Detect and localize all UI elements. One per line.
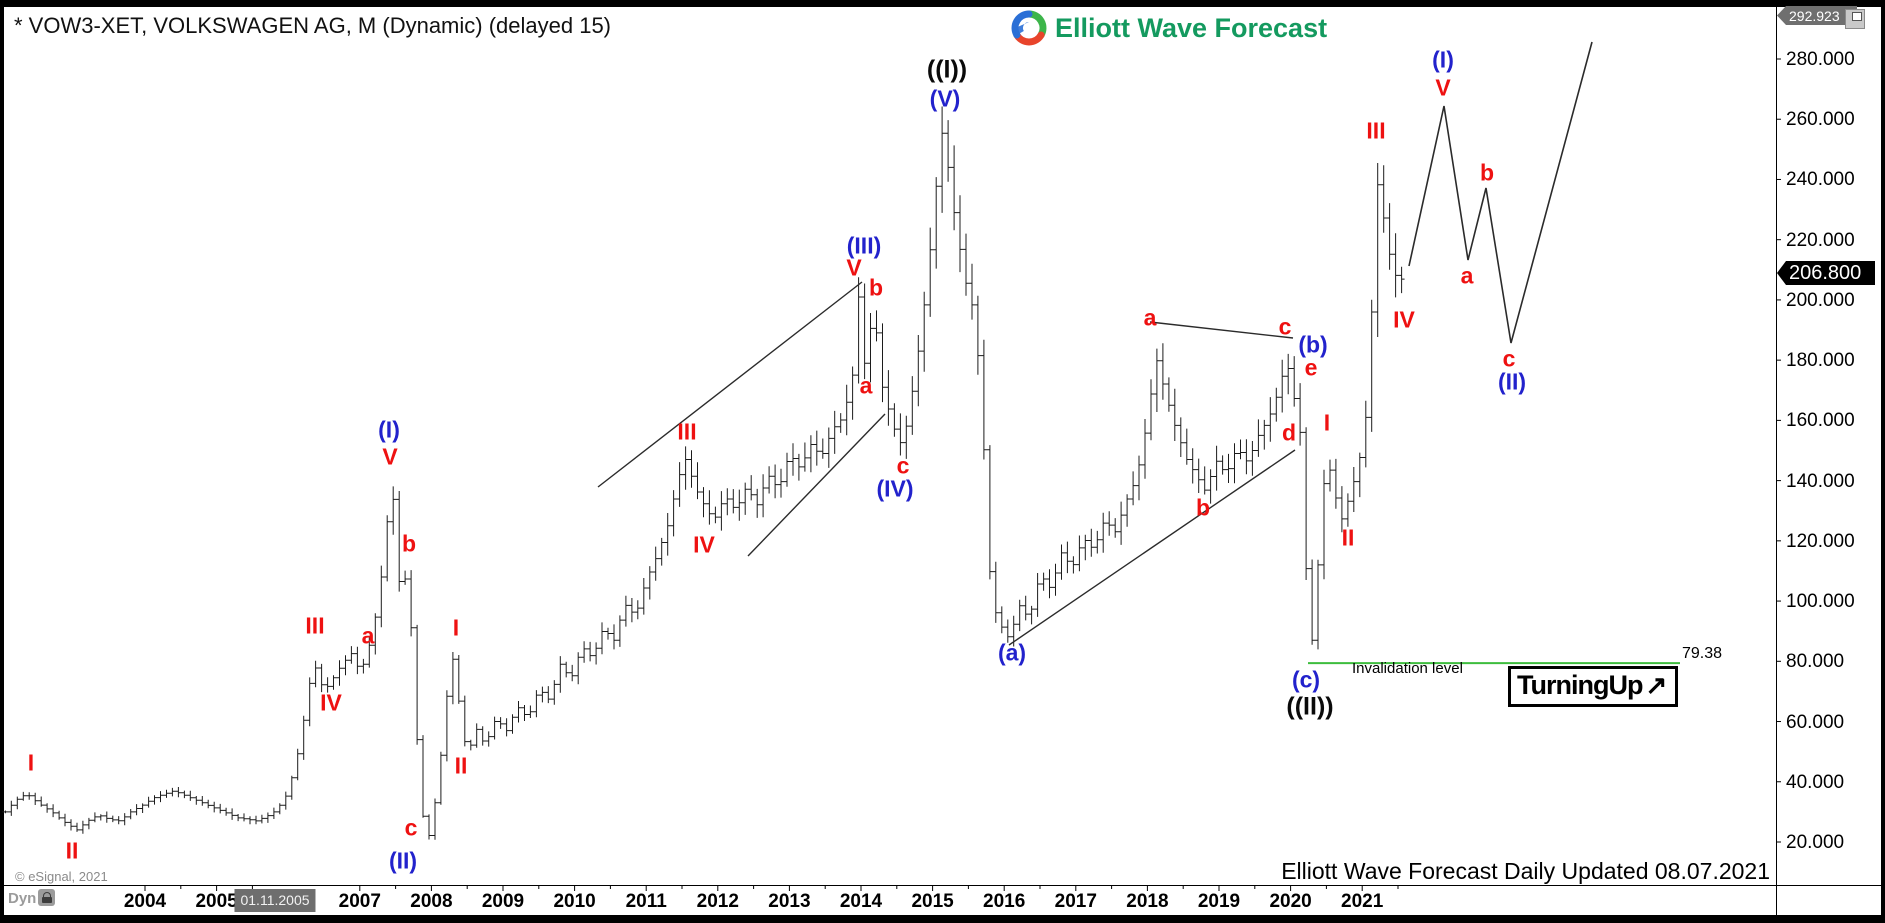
logo-text: Elliott Wave Forecast: [1055, 12, 1328, 43]
range-top-price-tag: 292.923: [1777, 6, 1857, 25]
year-label: 2015: [911, 891, 954, 912]
swirl-logo-icon: [1011, 10, 1047, 46]
year-label: 2011: [625, 891, 667, 912]
price-tick-label: 40.000: [1786, 771, 1845, 793]
price-tick-label: 120.000: [1786, 530, 1855, 552]
ohlc-price-bars: [2, 106, 1405, 840]
turningup-logo: TurningUp ↗: [1508, 666, 1679, 707]
invalidation-price-value: 79.38: [1682, 645, 1723, 662]
price-tick-label: 180.000: [1786, 350, 1855, 372]
trendline: [747, 413, 886, 557]
year-label: 2021: [1341, 891, 1384, 912]
lock-shackle-icon: [42, 891, 51, 898]
panel-restore-icon[interactable]: [1845, 9, 1865, 29]
year-label: 2009: [481, 891, 525, 912]
year-label: 2014: [839, 891, 883, 912]
year-label: 2020: [1269, 891, 1312, 912]
price-tick-label: 60.000: [1786, 711, 1845, 733]
trendline: [1149, 321, 1294, 339]
restore-glyph-icon: [1852, 12, 1862, 21]
price-tick-label: 20.000: [1786, 831, 1845, 853]
year-label: 2005: [195, 891, 238, 912]
chart-title: * VOW3-XET, VOLKSWAGEN AG, M (Dynamic) (…: [14, 13, 612, 38]
year-label: 2019: [1197, 891, 1241, 912]
price-tick-label: 100.000: [1786, 591, 1855, 613]
year-label: 2013: [768, 891, 811, 912]
year-label: 2012: [696, 891, 739, 912]
year-label: 2010: [553, 891, 596, 912]
price-tick-label: 140.000: [1786, 470, 1855, 492]
esignal-credit: © eSignal, 2021: [15, 869, 108, 884]
year-label: 2008: [410, 891, 453, 912]
lock-icon[interactable]: [38, 889, 55, 906]
year-label: 2007: [338, 891, 381, 912]
price-tick-label: 240.000: [1786, 169, 1855, 191]
year-label: 2016: [983, 891, 1026, 912]
lock-body-icon: [41, 896, 52, 903]
year-label: 2004: [123, 891, 167, 912]
forecast-update-note: Elliott Wave Forecast Daily Updated 08.0…: [1281, 858, 1770, 884]
time-axis-separator: [4, 885, 1881, 886]
price-axis-separator: [1776, 7, 1777, 915]
wave-projection-line: [1408, 41, 1593, 344]
price-tick-label: 200.000: [1786, 289, 1855, 311]
trendline: [597, 281, 863, 488]
year-label: 2018: [1126, 891, 1169, 912]
price-tick-label: 260.000: [1786, 109, 1855, 131]
elliott-wave-forecast-logo: Elliott Wave Forecast: [1010, 9, 1327, 47]
invalidation-level-label: Invalidation level: [1352, 660, 1463, 677]
turningup-text: TurningUp: [1517, 670, 1643, 700]
price-tick-label: 80.000: [1786, 651, 1845, 673]
price-tick-label: 280.000: [1786, 49, 1855, 70]
up-right-arrow-icon: ↗: [1645, 670, 1668, 700]
dynamic-scale-label[interactable]: Dyn: [8, 890, 37, 907]
current-price-tag: 206.800: [1777, 261, 1875, 285]
price-tick-label: 220.000: [1786, 229, 1855, 251]
trendline: [1008, 449, 1296, 646]
series-start-date-box[interactable]: 01.11.2005: [234, 889, 316, 912]
year-label: 2017: [1054, 891, 1097, 912]
price-tick-label: 160.000: [1786, 410, 1855, 432]
